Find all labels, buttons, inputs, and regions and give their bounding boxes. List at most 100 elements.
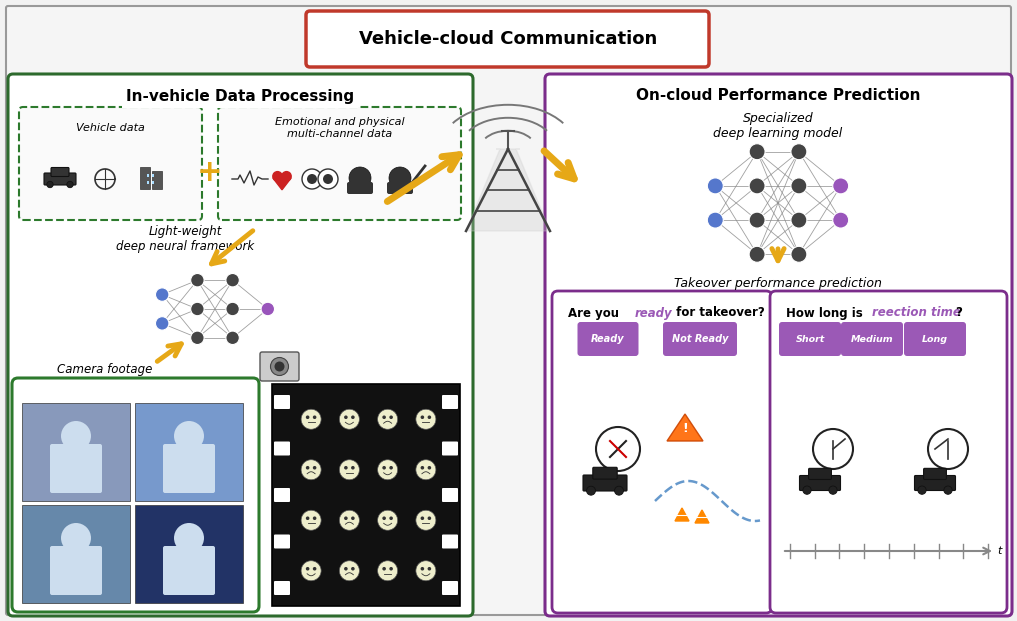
Circle shape xyxy=(944,486,952,494)
Circle shape xyxy=(301,561,321,581)
FancyBboxPatch shape xyxy=(387,182,413,194)
Circle shape xyxy=(301,510,321,530)
FancyBboxPatch shape xyxy=(50,444,102,493)
Circle shape xyxy=(707,212,723,228)
Circle shape xyxy=(802,486,812,494)
Text: In-vehicle Data Processing: In-vehicle Data Processing xyxy=(126,89,354,104)
Text: How long is: How long is xyxy=(786,307,866,319)
Text: Light-weight
deep neural framework: Light-weight deep neural framework xyxy=(116,225,254,253)
Circle shape xyxy=(421,415,424,419)
Circle shape xyxy=(750,212,765,228)
FancyBboxPatch shape xyxy=(260,352,299,381)
Circle shape xyxy=(302,169,322,189)
Circle shape xyxy=(421,567,424,571)
Circle shape xyxy=(833,212,848,228)
Circle shape xyxy=(416,460,436,480)
Circle shape xyxy=(190,331,204,345)
Circle shape xyxy=(416,561,436,581)
Circle shape xyxy=(351,517,355,520)
Circle shape xyxy=(377,409,398,429)
Text: Long: Long xyxy=(922,335,948,343)
Text: Are you: Are you xyxy=(569,307,623,319)
Circle shape xyxy=(273,171,283,182)
FancyBboxPatch shape xyxy=(442,442,458,455)
Circle shape xyxy=(707,178,723,194)
Circle shape xyxy=(190,273,204,287)
FancyBboxPatch shape xyxy=(923,468,947,479)
FancyBboxPatch shape xyxy=(442,488,458,502)
FancyBboxPatch shape xyxy=(442,535,458,548)
Circle shape xyxy=(306,415,309,419)
Circle shape xyxy=(174,421,204,451)
Polygon shape xyxy=(667,414,703,441)
Circle shape xyxy=(917,486,926,494)
Circle shape xyxy=(301,409,321,429)
Circle shape xyxy=(596,427,640,471)
FancyBboxPatch shape xyxy=(770,291,1007,613)
FancyBboxPatch shape xyxy=(347,182,373,194)
FancyBboxPatch shape xyxy=(442,395,458,409)
Text: for takeover?: for takeover? xyxy=(672,307,765,319)
Circle shape xyxy=(156,317,169,330)
FancyBboxPatch shape xyxy=(841,322,903,356)
Circle shape xyxy=(421,466,424,469)
Circle shape xyxy=(323,174,333,184)
Circle shape xyxy=(307,174,317,184)
FancyBboxPatch shape xyxy=(306,11,709,67)
Circle shape xyxy=(344,567,348,571)
FancyBboxPatch shape xyxy=(22,505,130,603)
Text: Vehicle data: Vehicle data xyxy=(75,123,144,133)
FancyBboxPatch shape xyxy=(663,322,737,356)
FancyBboxPatch shape xyxy=(135,505,243,603)
Polygon shape xyxy=(273,175,291,190)
FancyBboxPatch shape xyxy=(914,476,956,491)
Circle shape xyxy=(382,415,385,419)
Circle shape xyxy=(261,302,275,315)
FancyBboxPatch shape xyxy=(147,175,149,177)
Circle shape xyxy=(349,167,371,189)
Circle shape xyxy=(301,460,321,480)
Text: Camera footage: Camera footage xyxy=(57,363,153,376)
FancyBboxPatch shape xyxy=(51,168,69,176)
Polygon shape xyxy=(675,508,689,521)
Circle shape xyxy=(61,421,91,451)
FancyBboxPatch shape xyxy=(442,581,458,595)
FancyBboxPatch shape xyxy=(904,322,966,356)
FancyBboxPatch shape xyxy=(44,173,76,185)
Circle shape xyxy=(377,460,398,480)
Circle shape xyxy=(313,567,316,571)
FancyBboxPatch shape xyxy=(552,291,772,613)
Circle shape xyxy=(833,178,848,194)
Circle shape xyxy=(390,517,393,520)
Circle shape xyxy=(313,466,316,469)
Circle shape xyxy=(750,143,765,160)
Circle shape xyxy=(271,358,289,376)
Text: Ready: Ready xyxy=(591,334,624,344)
FancyBboxPatch shape xyxy=(152,171,162,189)
Text: Medium: Medium xyxy=(850,335,893,343)
Circle shape xyxy=(791,178,806,194)
Circle shape xyxy=(275,361,285,371)
Circle shape xyxy=(750,178,765,194)
Circle shape xyxy=(388,167,411,189)
Circle shape xyxy=(344,415,348,419)
Circle shape xyxy=(829,486,837,494)
Circle shape xyxy=(61,523,91,553)
Circle shape xyxy=(226,273,239,287)
Text: t: t xyxy=(997,546,1002,556)
FancyBboxPatch shape xyxy=(19,107,202,220)
FancyBboxPatch shape xyxy=(274,395,290,409)
Circle shape xyxy=(416,510,436,530)
FancyBboxPatch shape xyxy=(274,488,290,502)
FancyBboxPatch shape xyxy=(140,167,149,189)
Circle shape xyxy=(791,143,806,160)
Circle shape xyxy=(813,429,853,469)
Circle shape xyxy=(427,517,431,520)
Circle shape xyxy=(313,517,316,520)
FancyBboxPatch shape xyxy=(779,322,841,356)
Circle shape xyxy=(416,409,436,429)
Circle shape xyxy=(427,415,431,419)
Text: ready: ready xyxy=(635,307,672,319)
FancyBboxPatch shape xyxy=(593,467,617,479)
FancyBboxPatch shape xyxy=(163,444,215,493)
